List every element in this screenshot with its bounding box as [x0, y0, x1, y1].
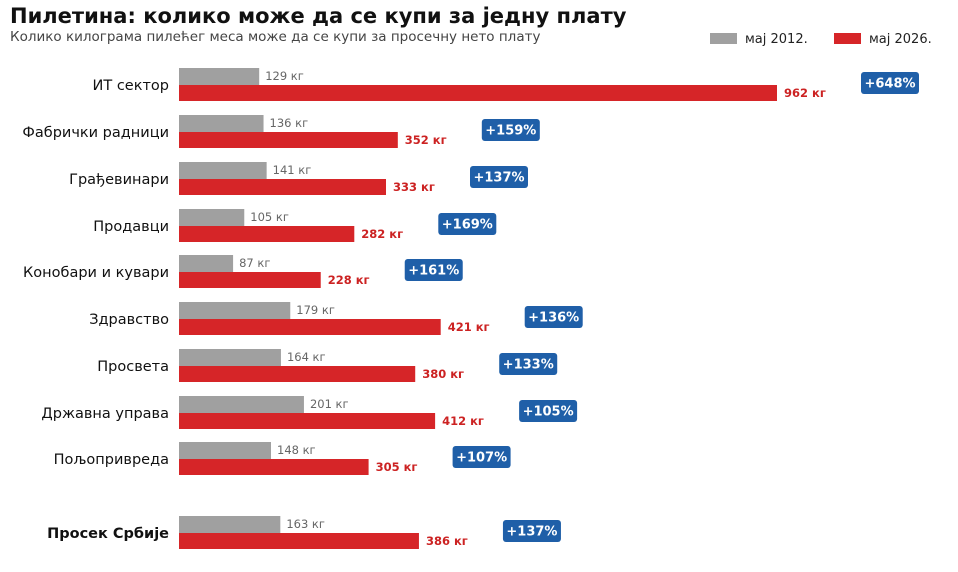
bar-2026: [179, 226, 355, 242]
value-label-2026: 386 кг: [426, 534, 468, 548]
bar-2012: [179, 442, 271, 459]
change-badge: [404, 259, 463, 281]
change-badge: [499, 353, 558, 375]
change-badge: [524, 306, 583, 328]
bar-2026: [179, 272, 321, 288]
change-badge-label: +137%: [473, 171, 524, 186]
bar-group: ИТ сектор 129 кг 962 кг +648%: [93, 68, 919, 101]
bar-group: Просек Србије 163 кг 386 кг +137%: [47, 516, 561, 549]
legend-label-old: мај 2012.: [745, 32, 808, 47]
change-badge: [502, 520, 561, 542]
category-label: Државна управа: [41, 406, 169, 422]
value-label-2026: 228 кг: [328, 273, 370, 287]
bar-group: Пољопривреда 148 кг 305 кг +107%: [54, 442, 511, 475]
change-badge-label: +159%: [485, 124, 536, 139]
value-label-2026: 333 кг: [393, 180, 435, 194]
category-label: Просек Србије: [47, 526, 169, 542]
bar-group: Продавци 105 кг 282 кг +169%: [93, 209, 497, 242]
bar-2012: [179, 516, 281, 533]
bar-group: Здравство 179 кг 421 кг +136%: [89, 302, 583, 335]
change-badge-label: +137%: [506, 525, 557, 540]
legend-swatch-new: [834, 33, 861, 44]
change-badge-label: +169%: [442, 218, 493, 233]
legend-swatch-old: [710, 33, 737, 44]
bar-group: Просвета 164 кг 380 кг +133%: [97, 349, 558, 382]
value-label-2026: 305 кг: [376, 460, 418, 474]
change-badge-label: +136%: [528, 311, 579, 326]
change-badge: [470, 166, 528, 188]
chart-title: Пилетина: колико може да се купи за једн…: [10, 4, 627, 28]
bar-2026: [179, 533, 419, 549]
bar-2026: [179, 179, 386, 195]
bar-2026: [179, 85, 777, 101]
change-badge: [481, 119, 540, 141]
bar-2012: [179, 68, 260, 85]
category-label: Просвета: [97, 359, 169, 375]
category-label: Продавци: [93, 219, 169, 235]
plot-area: ИТ сектор 129 кг 962 кг +648% Фабрички радни…: [22, 68, 919, 549]
value-label-2026: 380 кг: [422, 367, 464, 381]
bar-group: Конобари и кувари 87 кг 228 кг +161%: [23, 255, 463, 288]
change-badge: [519, 400, 578, 422]
change-badge: [438, 213, 497, 235]
category-label: Здравство: [89, 312, 169, 328]
change-badge-label: +105%: [523, 405, 574, 420]
bar-group: Државна управа 201 кг 412 кг +105%: [41, 396, 578, 429]
value-label-2012: 163 кг: [286, 517, 325, 531]
change-badge: [861, 72, 919, 94]
change-badge-label: +107%: [456, 451, 507, 466]
chart-subtitle: Колико килограма пилећег меса може да се…: [10, 29, 541, 45]
bar-2012: [179, 162, 267, 179]
bar-group: Фабрички радници 136 кг 352 кг +159%: [22, 115, 540, 148]
value-label-2012: 201 кг: [310, 397, 349, 411]
change-badge: [452, 446, 511, 468]
bar-2012: [179, 302, 291, 319]
value-label-2012: 105 кг: [250, 210, 289, 224]
change-badge-label: +161%: [408, 264, 459, 279]
category-label: Пољопривреда: [54, 452, 169, 468]
change-badge-label: +133%: [503, 358, 554, 373]
bar-2012: [179, 209, 245, 226]
value-label-2026: 421 кг: [448, 320, 490, 334]
bar-2026: [179, 132, 398, 148]
bar-2012: [179, 255, 234, 272]
bar-2012: [179, 396, 304, 413]
value-label-2026: 282 кг: [361, 227, 403, 241]
value-label-2026: 352 кг: [405, 133, 447, 147]
value-label-2012: 129 кг: [265, 69, 304, 83]
bar-2026: [179, 366, 416, 382]
category-label: Грађевинари: [69, 172, 169, 188]
legend-label-new: мај 2026.: [869, 32, 932, 47]
value-label-2026: 412 кг: [442, 414, 484, 428]
bar-group: Грађевинари 141 кг 333 кг +137%: [69, 162, 528, 195]
category-label: Фабрички радници: [22, 125, 169, 141]
bar-2026: [179, 413, 436, 429]
value-label-2012: 87 кг: [239, 256, 270, 270]
value-label-2012: 164 кг: [287, 350, 326, 364]
value-label-2012: 141 кг: [273, 163, 312, 177]
legend: мај 2012. мај 2026.: [710, 32, 932, 47]
value-label-2012: 179 кг: [296, 303, 335, 317]
value-label-2026: 962 кг: [784, 86, 826, 100]
bar-2012: [179, 349, 281, 366]
bar-2012: [179, 115, 264, 132]
bar-2026: [179, 459, 369, 475]
category-label: ИТ сектор: [93, 78, 170, 94]
bar-2026: [179, 319, 441, 335]
value-label-2012: 136 кг: [270, 116, 309, 130]
value-label-2012: 148 кг: [277, 443, 316, 457]
change-badge-label: +648%: [864, 77, 915, 92]
category-label: Конобари и кувари: [23, 265, 169, 281]
